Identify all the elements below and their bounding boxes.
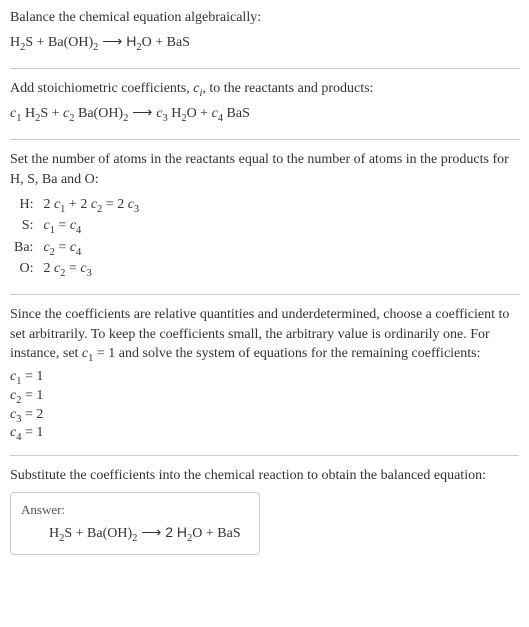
element-label: H: xyxy=(10,194,39,216)
text: , to the reactants and products: xyxy=(202,81,373,96)
coeff-line: c3 = 2 xyxy=(10,406,519,425)
element-label: S: xyxy=(10,215,39,237)
text: H xyxy=(168,106,182,121)
eq-text: H xyxy=(10,35,20,50)
eq-text: O + BaS xyxy=(192,526,240,541)
eq-text: S + Ba(OH) xyxy=(25,35,93,50)
coeff-line: c1 = 1 xyxy=(10,368,519,387)
arrow-icon: ⟶ H xyxy=(98,33,136,49)
text: O + xyxy=(187,106,212,121)
coeff-line: c2 = 1 xyxy=(10,387,519,406)
element-label: Ba: xyxy=(10,237,39,259)
table-row: S: c1 = c4 xyxy=(10,215,143,237)
text: = 1 and solve the system of equations fo… xyxy=(93,346,480,361)
eq-text: H xyxy=(49,526,59,541)
table-row: O: 2 c2 = c3 xyxy=(10,258,143,280)
section-stoich-coeffs: Add stoichiometric coefficients, ci, to … xyxy=(10,79,519,140)
intro-line: Balance the chemical equation algebraica… xyxy=(10,8,519,28)
stoich-line: Add stoichiometric coefficients, ci, to … xyxy=(10,79,519,99)
equation-with-coeffs: c1 H2S + c2 Ba(OH)2 ⟶ c3 H2O + c4 BaS xyxy=(10,103,519,124)
atom-equation-table: H: 2 c1 + 2 c2 = 2 c3 S: c1 = c4 Ba: c2 … xyxy=(10,194,143,280)
table-row: H: 2 c1 + 2 c2 = 2 c3 xyxy=(10,194,143,216)
text: H xyxy=(21,106,35,121)
answer-box: Answer: H2S + Ba(OH)2 ⟶ 2 H2O + BaS xyxy=(10,492,260,555)
section-balance-intro: Balance the chemical equation algebraica… xyxy=(10,8,519,69)
text: Add stoichiometric coefficients, xyxy=(10,81,193,96)
coeff-solutions: c1 = 1 c2 = 1 c3 = 2 c4 = 1 xyxy=(10,368,519,444)
element-label: O: xyxy=(10,258,39,280)
text: BaS xyxy=(223,106,250,121)
table-row: Ba: c2 = c4 xyxy=(10,237,143,259)
section-solve: Since the coefficients are relative quan… xyxy=(10,305,519,456)
element-eq: c2 = c4 xyxy=(39,237,143,259)
text: S + xyxy=(40,106,63,121)
equation-unbalanced: H2S + Ba(OH)2 ⟶ H2O + BaS xyxy=(10,32,519,53)
arrow-icon: ⟶ xyxy=(128,104,156,120)
solve-intro: Since the coefficients are relative quan… xyxy=(10,305,519,364)
element-eq: 2 c1 + 2 c2 = 2 c3 xyxy=(39,194,143,216)
arrow-icon: ⟶ 2 H xyxy=(137,524,187,540)
eq-text: S + Ba(OH) xyxy=(64,526,132,541)
section-answer: Substitute the coefficients into the che… xyxy=(10,466,519,566)
element-eq: c1 = c4 xyxy=(39,215,143,237)
text: Ba(OH) xyxy=(75,106,124,121)
atom-intro: Set the number of atoms in the reactants… xyxy=(10,150,519,189)
eq-text: O + BaS xyxy=(142,35,190,50)
substitute-intro: Substitute the coefficients into the che… xyxy=(10,466,519,486)
balanced-equation: H2S + Ba(OH)2 ⟶ 2 H2O + BaS xyxy=(21,523,249,544)
section-atom-equations: Set the number of atoms in the reactants… xyxy=(10,150,519,295)
coeff-line: c4 = 1 xyxy=(10,424,519,443)
answer-label: Answer: xyxy=(21,501,249,519)
element-eq: 2 c2 = c3 xyxy=(39,258,143,280)
